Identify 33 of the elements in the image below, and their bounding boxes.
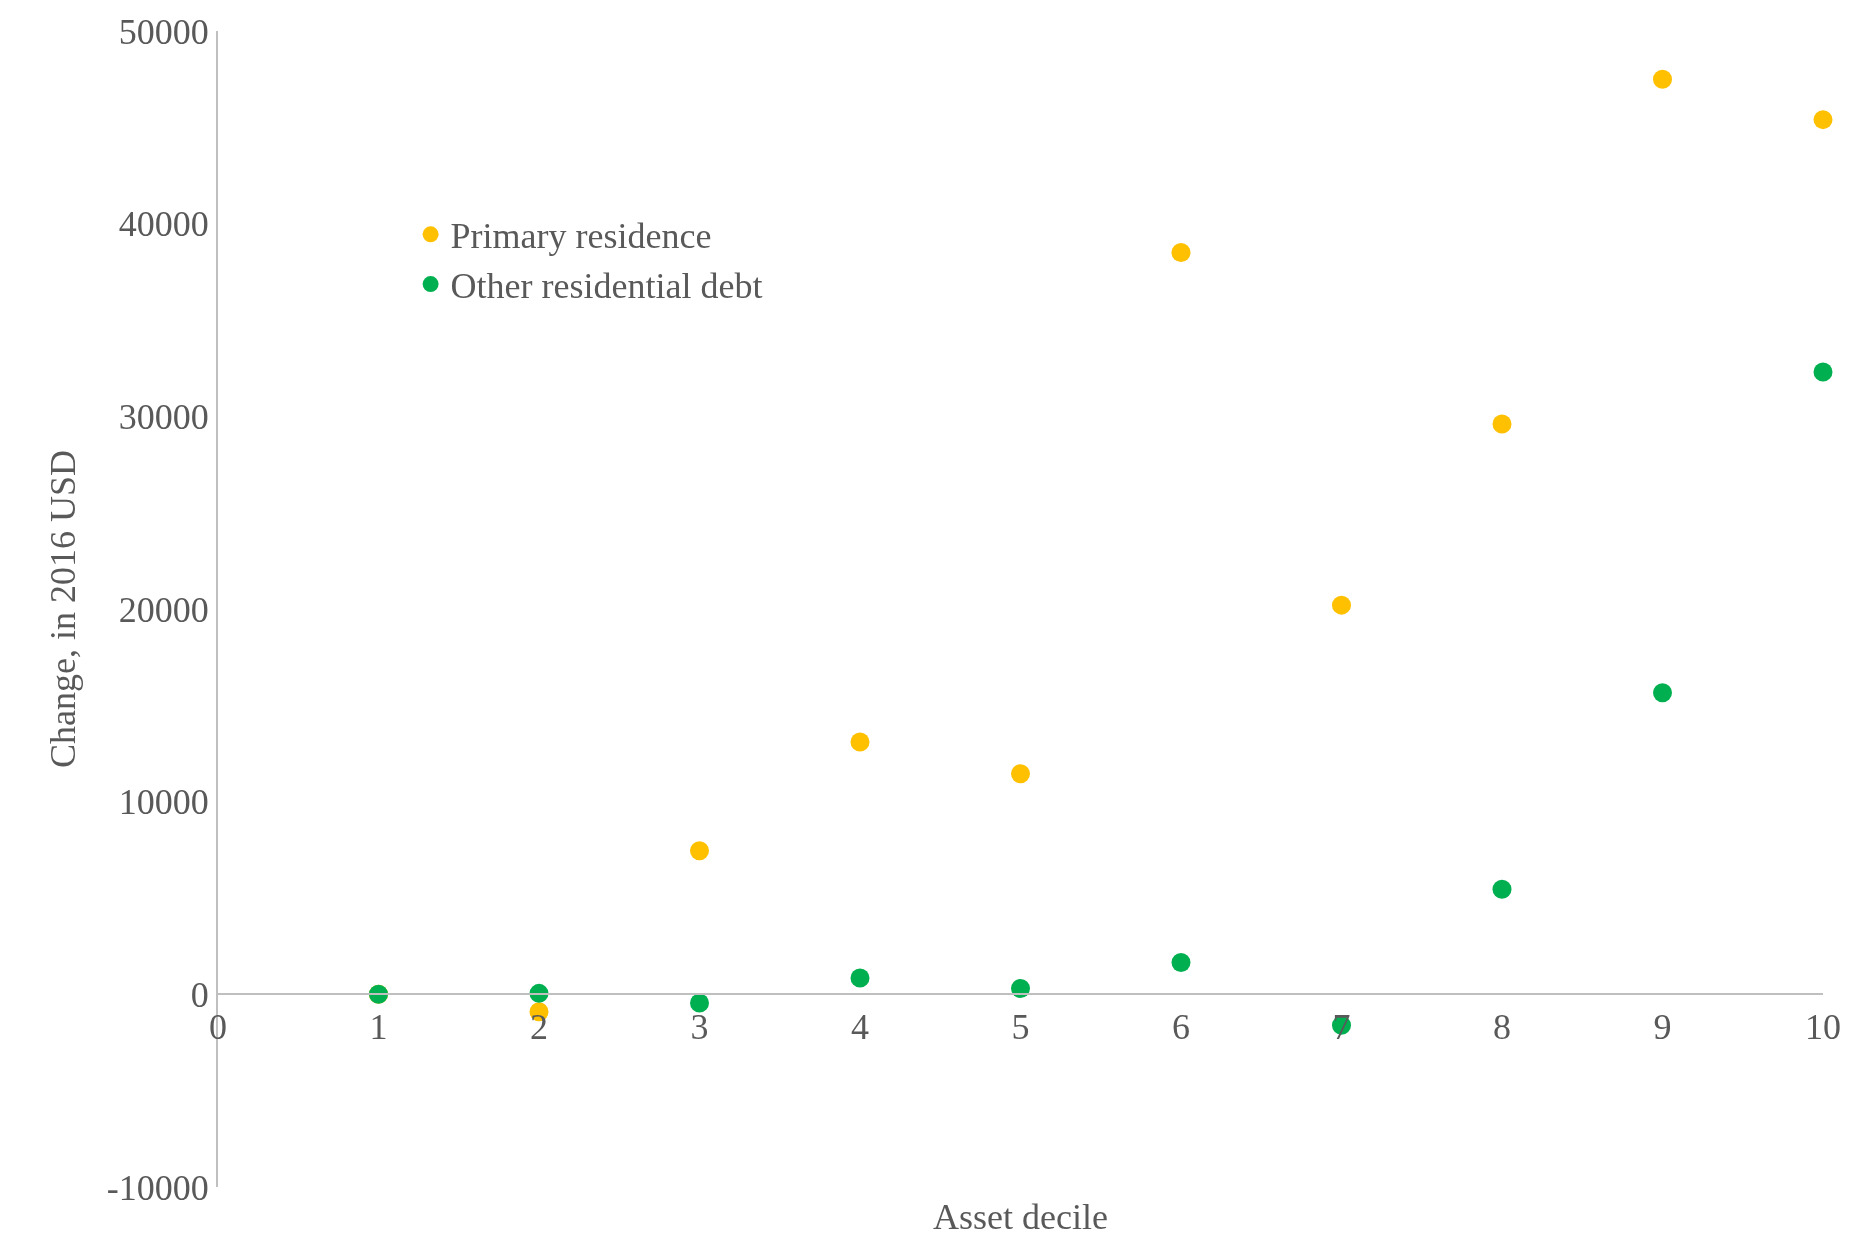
legend-label: Primary residence <box>450 216 712 257</box>
point <box>1653 683 1672 703</box>
x-tick-label: 3 <box>690 1006 709 1047</box>
x-tick-label: 5 <box>1011 1006 1030 1047</box>
x-tick-label: 10 <box>1805 1006 1841 1047</box>
point <box>690 993 709 1013</box>
x-tick-label: 1 <box>369 1006 388 1047</box>
x-axis-title: Asset decile <box>933 1197 1108 1235</box>
point <box>1492 414 1512 434</box>
y-tick-label: -10000 <box>106 1167 209 1208</box>
y-tick-label: 30000 <box>118 396 209 437</box>
point <box>1171 953 1191 973</box>
y-tick-label: 50000 <box>118 11 209 52</box>
point <box>1171 243 1191 263</box>
y-tick-label: 0 <box>190 974 209 1015</box>
point <box>850 732 870 752</box>
x-tick-label: 6 <box>1172 1006 1190 1047</box>
y-tick-label: 20000 <box>118 589 209 630</box>
point <box>690 841 709 861</box>
point <box>1011 764 1030 784</box>
point <box>1653 69 1672 89</box>
x-tick-label: 4 <box>851 1006 869 1047</box>
legend-label: Other residential debt <box>450 266 763 307</box>
point <box>850 968 870 988</box>
x-tick-label: 8 <box>1493 1006 1511 1047</box>
y-tick-label: 40000 <box>118 204 209 245</box>
y-tick-label: 10000 <box>118 782 209 823</box>
x-tick-label: 9 <box>1653 1006 1672 1047</box>
point <box>1813 362 1833 382</box>
point <box>1813 110 1833 130</box>
point <box>1492 879 1512 899</box>
point <box>1332 595 1351 615</box>
y-axis-title: Change, in 2016 USD <box>43 450 84 768</box>
